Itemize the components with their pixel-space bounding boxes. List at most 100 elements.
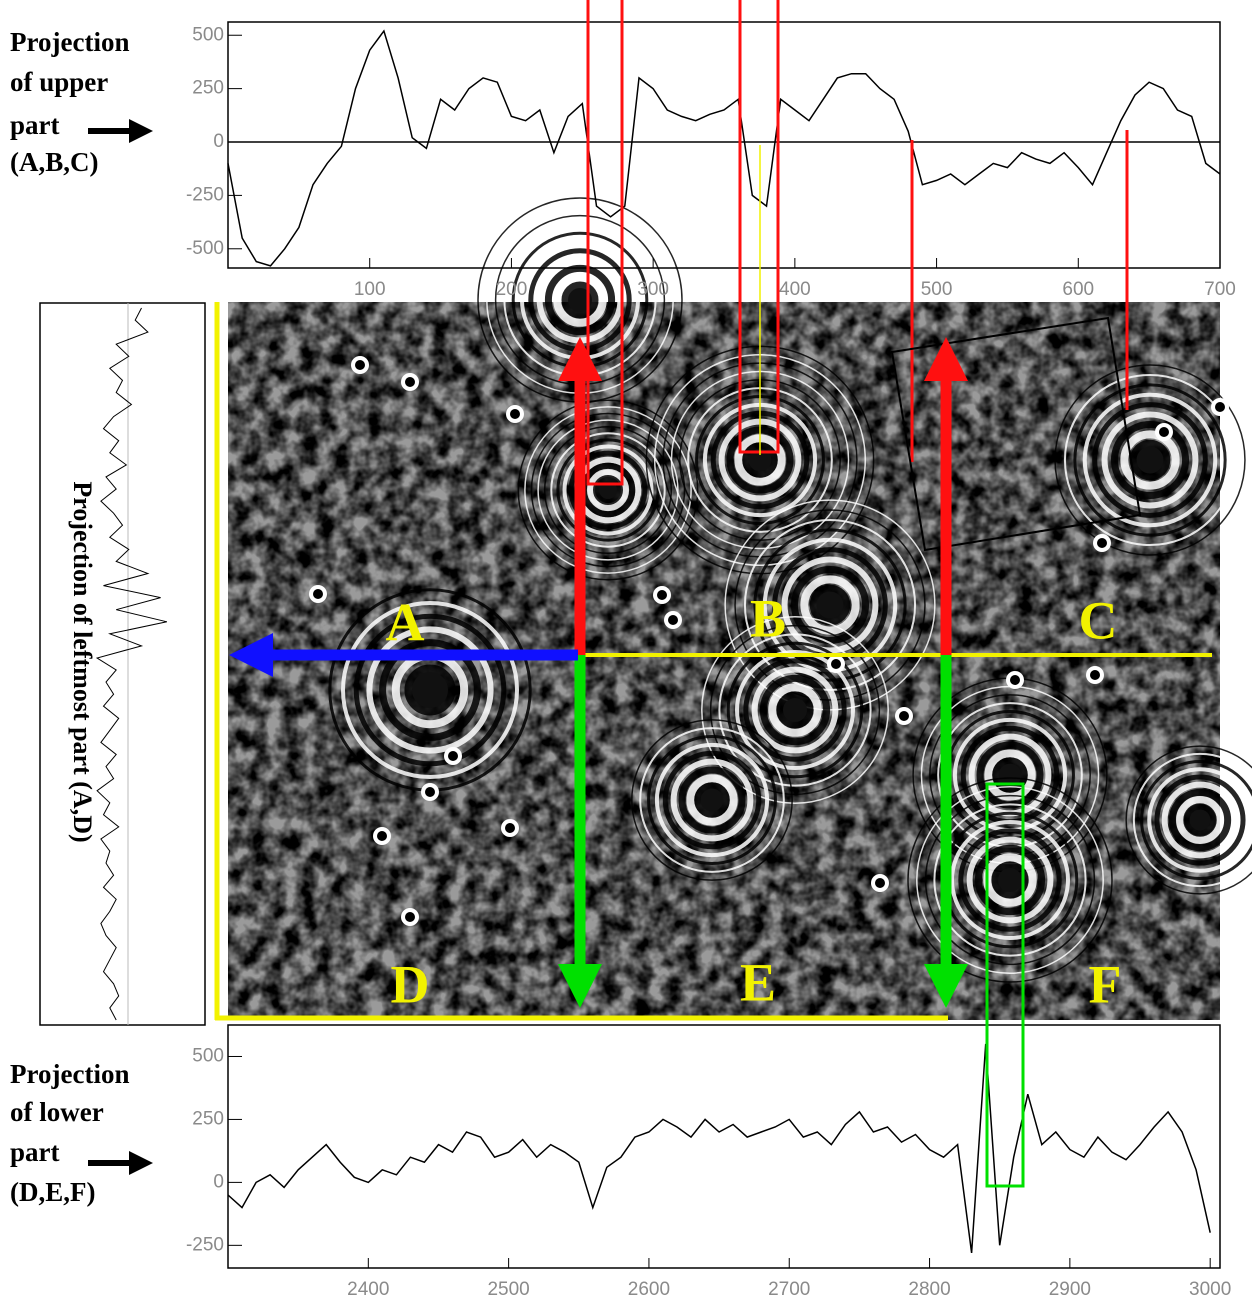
ring (701, 616, 889, 804)
speck (355, 360, 365, 370)
ring-core (1189, 809, 1211, 831)
ring (379, 639, 481, 741)
region-label: B (750, 588, 786, 648)
ring (686, 774, 738, 826)
green-box (985, 782, 1025, 1188)
ring (678, 766, 746, 834)
ring (1110, 420, 1190, 500)
projection-line (227, 1043, 1211, 1253)
annotation: part (10, 110, 60, 140)
speck (313, 589, 323, 599)
speck (899, 711, 909, 721)
speck (448, 751, 458, 761)
selection-box (890, 316, 1142, 552)
speck (505, 823, 515, 833)
annotation: Projection (10, 1059, 129, 1089)
ring (751, 666, 839, 754)
ring (992, 757, 1028, 793)
x-tick-label: 100 (354, 279, 386, 300)
speck (1215, 402, 1225, 412)
ring (743, 658, 847, 762)
ring-core (700, 788, 724, 812)
x-tick-label: 2800 (908, 1279, 950, 1300)
region-label: A (386, 592, 425, 652)
ring (958, 828, 1062, 932)
ring (586, 468, 630, 512)
speck (405, 912, 415, 922)
ring (654, 742, 770, 858)
x-tick-label: 2900 (1049, 1279, 1091, 1300)
ring-core (568, 288, 592, 312)
ring-core (783, 698, 807, 722)
ring (984, 749, 1036, 801)
ring (1120, 430, 1180, 490)
x-tick-label: 2500 (487, 1279, 529, 1300)
speck (1097, 538, 1107, 548)
ring-core (748, 448, 772, 472)
ring (759, 674, 831, 746)
projection-line (227, 29, 1221, 267)
ring (543, 425, 673, 555)
annotation: part (10, 1137, 60, 1167)
speck (425, 787, 435, 797)
ring (550, 432, 666, 548)
ring (753, 528, 907, 682)
overlay (88, 0, 1212, 1188)
ring-core (1136, 446, 1164, 474)
ring (809, 584, 851, 626)
ring (517, 399, 699, 581)
x-tick-label: 500 (921, 279, 953, 300)
annotation: of upper (10, 67, 108, 97)
ring (1140, 760, 1252, 880)
ring (974, 844, 1046, 916)
annotation: (D,E,F) (10, 1177, 95, 1207)
ring (366, 626, 494, 754)
ring (950, 820, 1070, 940)
ring (561, 281, 599, 319)
x-tick-label: 600 (1062, 279, 1094, 300)
y-tick-label: -250 (186, 1234, 224, 1255)
plot-frame (39, 302, 206, 1026)
ring (1154, 774, 1246, 866)
region-label: D (391, 954, 430, 1014)
x-tick-label: 3000 (1189, 1279, 1231, 1300)
ring (718, 633, 872, 787)
ring (568, 450, 648, 530)
y-tick-label: 250 (192, 1108, 224, 1129)
ring (1125, 745, 1252, 895)
red-projection-line (586, 0, 780, 486)
ring (1132, 752, 1252, 888)
ring (1082, 392, 1218, 528)
annotation: Projection (10, 27, 129, 57)
ring (1063, 373, 1237, 547)
plot-frame (227, 1024, 1221, 1269)
x-tick-label: 700 (1204, 279, 1236, 300)
speck (405, 377, 415, 387)
ring (1183, 803, 1217, 837)
ring (768, 683, 822, 737)
speck (875, 878, 885, 888)
ring (709, 624, 881, 796)
ring (670, 758, 754, 842)
ring (1168, 788, 1232, 852)
ring (966, 836, 1054, 924)
ring (553, 273, 607, 327)
ring (790, 565, 870, 645)
y-tick-label: -500 (186, 238, 224, 259)
region-label: F (1089, 954, 1122, 1014)
speck (1010, 675, 1020, 685)
annotation: of lower (10, 1097, 104, 1127)
ring (916, 786, 1104, 974)
ring-core (998, 868, 1022, 892)
ring (537, 419, 679, 561)
region-labels: A B C D E F (386, 588, 1122, 1014)
ring (593, 475, 623, 505)
hologram-image (228, 197, 1252, 1020)
ring (800, 575, 860, 635)
ring (694, 782, 730, 818)
ring (1161, 781, 1239, 859)
speck (377, 831, 387, 841)
ring (735, 650, 855, 770)
